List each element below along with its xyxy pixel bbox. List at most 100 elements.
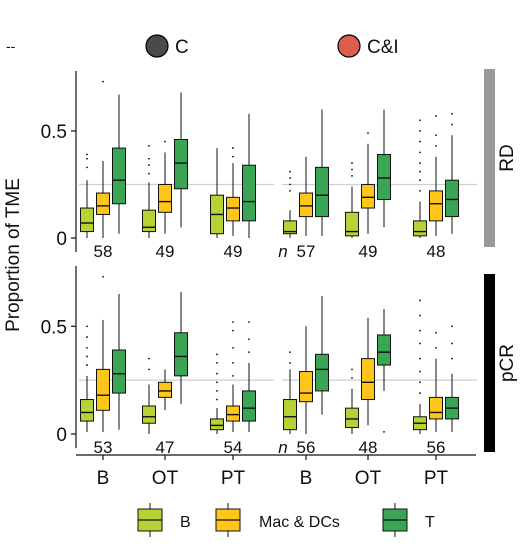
row-strip-RD — [484, 69, 495, 247]
box-pCR-C-OT-s0-box — [142, 405, 156, 424]
top-dash-label: -- — [6, 38, 16, 54]
box-pCR-CI-PT-s2-outlier-1 — [451, 342, 453, 345]
box-pCR-C-PT-s2-outlier-1 — [248, 338, 250, 341]
box-pCR-C-PT-s0-outlier-3 — [216, 372, 218, 375]
box-pCR-CI-PT-s0-outlier-0 — [419, 392, 421, 394]
box-pCR-CI-PT-s0-outlier-7 — [419, 299, 421, 302]
row-label-RD: RD — [497, 144, 518, 171]
box-pCR-C-PT-s1-box — [226, 405, 240, 422]
box-pCR-CI-B-s0-outlier-1 — [289, 351, 291, 354]
box-pCR-CI-PT-s0-outlier-5 — [419, 329, 421, 332]
box-pCR-CI-PT-s0-outlier-3 — [419, 357, 421, 360]
box-RD-CI-PT-s0-outlier-0 — [419, 189, 421, 192]
x-tick-label-CI-1: OT — [355, 468, 382, 489]
n-marker-pCR: n — [278, 438, 287, 457]
box-pCR-C-PT-s1-outlier-2 — [232, 346, 234, 349]
y-tick-label-pCR-1: 0.5 — [41, 317, 67, 338]
box-pCR-CI-PT-s0-outlier-1 — [419, 381, 421, 384]
box-pCR-C-OT-s0-outlier-1 — [148, 357, 150, 360]
legend-series-2-label: T — [425, 514, 435, 531]
box-RD-CI-B-s2-box — [315, 166, 329, 218]
box-pCR-CI-PT-s1-box — [429, 396, 443, 420]
y-tick-label-RD-0: 0 — [56, 229, 67, 250]
box-pCR-C-PT-s0-outlier-0 — [216, 398, 218, 401]
box-pCR-C-B-s0-outlier-3 — [86, 336, 88, 338]
box-RD-C-OT-s0-outlier-3 — [148, 145, 150, 147]
box-RD-CI-OT-s0-outlier-2 — [351, 162, 353, 164]
box-pCR-C-OT-s2-box — [174, 332, 188, 377]
box-RD-C-PT-s1-box — [226, 196, 240, 222]
box-pCR-C-PT-s0-outlier-5 — [216, 353, 218, 356]
box-RD-CI-B-s0-outlier-2 — [289, 177, 291, 179]
box-RD-C-PT-s1-outlier-0 — [232, 155, 234, 158]
box-RD-CI-PT-s2-outlier-1 — [451, 112, 453, 115]
n-label-RD-CI-0: 57 — [297, 242, 316, 261]
box-pCR-CI-OT-s2-box — [377, 334, 391, 366]
box-pCR-C-PT-s1-outlier-4 — [232, 321, 234, 323]
column-header-CI: C&I — [367, 37, 399, 58]
box-RD-CI-PT-s0-box — [413, 220, 427, 237]
box-RD-C-OT-s0-outlier-0 — [148, 172, 150, 175]
box-pCR-CI-OT-s1-box — [361, 358, 375, 401]
box-pCR-C-OT-s0-outlier-0 — [148, 368, 150, 371]
box-pCR-C-PT-s0-box — [210, 418, 224, 431]
box-RD-C-OT-s1-box — [158, 183, 172, 213]
box-RD-C-B-s2-box — [112, 147, 126, 205]
box-pCR-C-B-s0-outlier-1 — [86, 355, 88, 358]
box-RD-CI-PT-s2-outlier-0 — [451, 123, 453, 126]
box-pCR-C-PT-s1-outlier-0 — [232, 374, 234, 377]
n-label-pCR-C-1: 47 — [156, 438, 175, 457]
x-tick-label-CI-2: PT — [424, 468, 449, 489]
box-RD-CI-PT-s0-outlier-4 — [419, 151, 421, 154]
n-label-pCR-C-0: 53 — [94, 438, 113, 457]
box-pCR-CI-PT-s2-outlier-0 — [451, 357, 453, 360]
box-RD-C-OT-s0-box — [142, 209, 156, 233]
box-pCR-C-B-s1-box — [96, 368, 110, 411]
column-legend-dot-CI — [337, 34, 361, 58]
box-pCR-CI-OT-s2-outlier-0 — [383, 430, 385, 433]
box-RD-CI-PT-s0-outlier-6 — [419, 130, 421, 132]
n-label-RD-CI-2: 48 — [427, 242, 446, 261]
box-pCR-CI-B-s0-outlier-0 — [289, 362, 291, 364]
box-RD-C-OT-s2-box — [174, 139, 188, 190]
n-label-RD-C-2: 49 — [224, 242, 243, 261]
box-pCR-CI-PT-s1-outlier-0 — [435, 346, 437, 349]
n-label-RD-CI-1: 49 — [359, 242, 378, 261]
box-pCR-CI-OT-s0-box — [345, 407, 359, 429]
box-RD-CI-PT-s0-outlier-1 — [419, 179, 421, 182]
box-pCR-CI-B-s2-box — [315, 353, 329, 392]
box-RD-CI-B-s0-outlier-0 — [289, 189, 291, 192]
x-tick-label-CI-0: B — [300, 468, 313, 489]
box-pCR-CI-PT-s1-outlier-1 — [435, 331, 437, 334]
box-RD-CI-B-s0-outlier-3 — [289, 170, 291, 173]
box-pCR-C-PT-s0-outlier-1 — [216, 390, 218, 392]
box-RD-C-PT-s1-outlier-1 — [232, 147, 234, 149]
box-RD-C-B-s0-outlier-0 — [86, 166, 88, 169]
n-label-pCR-CI-2: 56 — [427, 438, 446, 457]
box-RD-C-B-s0-outlier-1 — [86, 157, 88, 160]
box-pCR-C-PT-s1-outlier-1 — [232, 362, 234, 364]
box-RD-CI-OT-s0-box — [345, 211, 359, 237]
box-RD-CI-PT-s0-outlier-5 — [419, 140, 421, 143]
box-RD-CI-PT-s0-outlier-3 — [419, 162, 421, 164]
legend-series-0-label: B — [180, 514, 191, 531]
box-RD-CI-OT-s1-outlier-0 — [367, 132, 369, 134]
box-RD-C-PT-s2-box — [242, 164, 256, 222]
n-label-RD-C-0: 58 — [94, 242, 113, 261]
box-RD-CI-OT-s0-outlier-1 — [351, 168, 353, 171]
box-pCR-CI-PT-s2-outlier-2 — [451, 325, 453, 328]
box-RD-CI-OT-s2-box — [377, 154, 391, 200]
n-label-pCR-CI-0: 56 — [297, 438, 316, 457]
box-RD-CI-B-s1-box — [299, 192, 313, 218]
box-pCR-C-B-s2-box — [112, 349, 126, 394]
box-pCR-C-PT-s2-outlier-0 — [248, 351, 250, 354]
box-RD-C-B-s0-outlier-2 — [86, 153, 88, 156]
box-pCR-C-PT-s0-outlier-4 — [216, 362, 218, 364]
box-RD-CI-PT-s1-outlier-1 — [435, 134, 437, 137]
box-pCR-C-PT-s2-outlier-2 — [248, 321, 250, 323]
n-marker-RD: n — [278, 242, 287, 261]
n-label-pCR-CI-1: 48 — [359, 438, 378, 457]
box-RD-CI-PT-s1-box — [429, 190, 443, 222]
y-tick-label-RD-1: 0.5 — [41, 122, 67, 143]
